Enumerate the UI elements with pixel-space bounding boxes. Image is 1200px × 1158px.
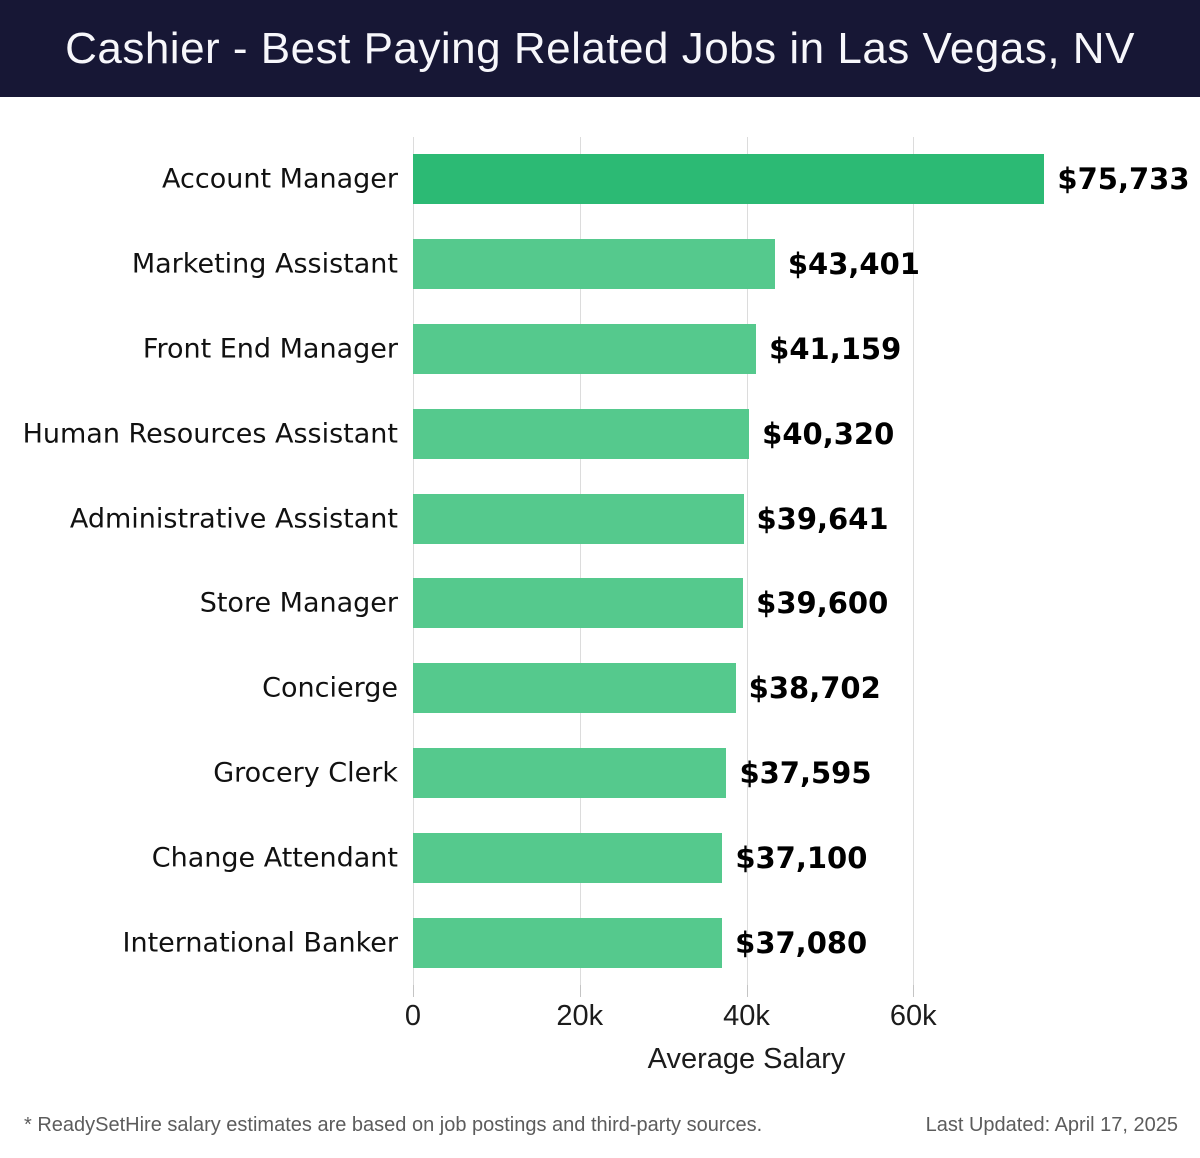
bar-chart: 0 20k 40k 60k Account Manager $75,733 Marketi…: [0, 137, 1200, 1032]
category-label-human-resources-assistant: Human Resources Assistant: [22, 418, 398, 450]
chart-row-marketing-assistant: Marketing Assistant $43,401: [0, 222, 1200, 307]
x-tick-mark-20k: [579, 985, 581, 997]
page-title: Cashier - Best Paying Related Jobs in La…: [65, 23, 1135, 73]
x-tick-label-40k: 40k: [723, 1000, 770, 1032]
chart-row-concierge: Concierge $38,702: [0, 646, 1200, 731]
category-label-grocery-clerk: Grocery Clerk: [213, 757, 398, 789]
chart-row-administrative-assistant: Administrative Assistant $39,641: [0, 476, 1200, 561]
value-label-concierge: $38,702: [748, 671, 881, 706]
category-label-administrative-assistant: Administrative Assistant: [69, 503, 398, 535]
bar-international-banker: [413, 917, 723, 968]
bar-administrative-assistant: [413, 493, 744, 544]
category-label-marketing-assistant: Marketing Assistant: [131, 248, 398, 280]
gridline-40k: [746, 137, 748, 985]
value-label-administrative-assistant: $39,641: [756, 501, 889, 536]
category-label-account-manager: Account Manager: [162, 163, 398, 195]
value-label-marketing-assistant: $43,401: [787, 247, 920, 282]
value-label-grocery-clerk: $37,595: [739, 755, 872, 790]
x-tick-label-60k: 60k: [889, 1000, 937, 1032]
x-tick-mark-0: [413, 985, 414, 997]
bar-account-manager: [413, 154, 1045, 205]
value-label-account-manager: $75,733: [1057, 162, 1190, 197]
x-tick-label-0: 0: [404, 1000, 422, 1032]
x-axis-label: Average Salary: [647, 1043, 846, 1075]
bar-marketing-assistant: [413, 239, 775, 290]
value-label-store-manager: $39,600: [756, 586, 889, 621]
chart-row-international-banker: International Banker $37,080: [0, 900, 1200, 985]
chart-row-front-end-manager: Front End Manager $41,159: [0, 307, 1200, 392]
chart-row-human-resources-assistant: Human Resources Assistant $40,320: [0, 391, 1200, 476]
chart-row-store-manager: Store Manager $39,600: [0, 561, 1200, 646]
chart-row-account-manager: Account Manager $75,733: [0, 137, 1200, 222]
footnote: * ReadySetHire salary estimates are base…: [24, 1114, 763, 1136]
title-bar: Cashier - Best Paying Related Jobs in La…: [0, 0, 1200, 97]
category-label-front-end-manager: Front End Manager: [142, 333, 398, 365]
gridline-20k: [579, 137, 581, 985]
plot-area: 0 20k 40k 60k: [405, 137, 1080, 1032]
bar-store-manager: [413, 578, 744, 629]
category-label-change-attendant: Change Attendant: [151, 842, 398, 874]
category-label-concierge: Concierge: [262, 672, 398, 704]
value-label-international-banker: $37,080: [735, 925, 868, 960]
footer: * ReadySetHire salary estimates are base…: [0, 1114, 1200, 1148]
x-tick-mark-60k: [913, 985, 915, 997]
chart-row-change-attendant: Change Attendant $37,100: [0, 815, 1200, 900]
gridline-60k: [913, 137, 915, 985]
category-label-store-manager: Store Manager: [199, 587, 398, 619]
value-label-change-attendant: $37,100: [735, 840, 868, 875]
bar-change-attendant: [413, 832, 723, 883]
chart-row-grocery-clerk: Grocery Clerk $37,595: [0, 731, 1200, 816]
gridline-0: [413, 137, 414, 985]
value-label-front-end-manager: $41,159: [769, 331, 902, 366]
bar-grocery-clerk: [413, 747, 727, 798]
x-tick-mark-40k: [746, 985, 748, 997]
bar-human-resources-assistant: [413, 408, 750, 459]
value-label-human-resources-assistant: $40,320: [762, 416, 895, 451]
bar-concierge: [413, 663, 736, 714]
x-tick-label-20k: 20k: [556, 1000, 604, 1032]
category-label-international-banker: International Banker: [122, 927, 398, 959]
last-updated: Last Updated: April 17, 2025: [925, 1114, 1178, 1136]
bar-front-end-manager: [413, 323, 757, 374]
